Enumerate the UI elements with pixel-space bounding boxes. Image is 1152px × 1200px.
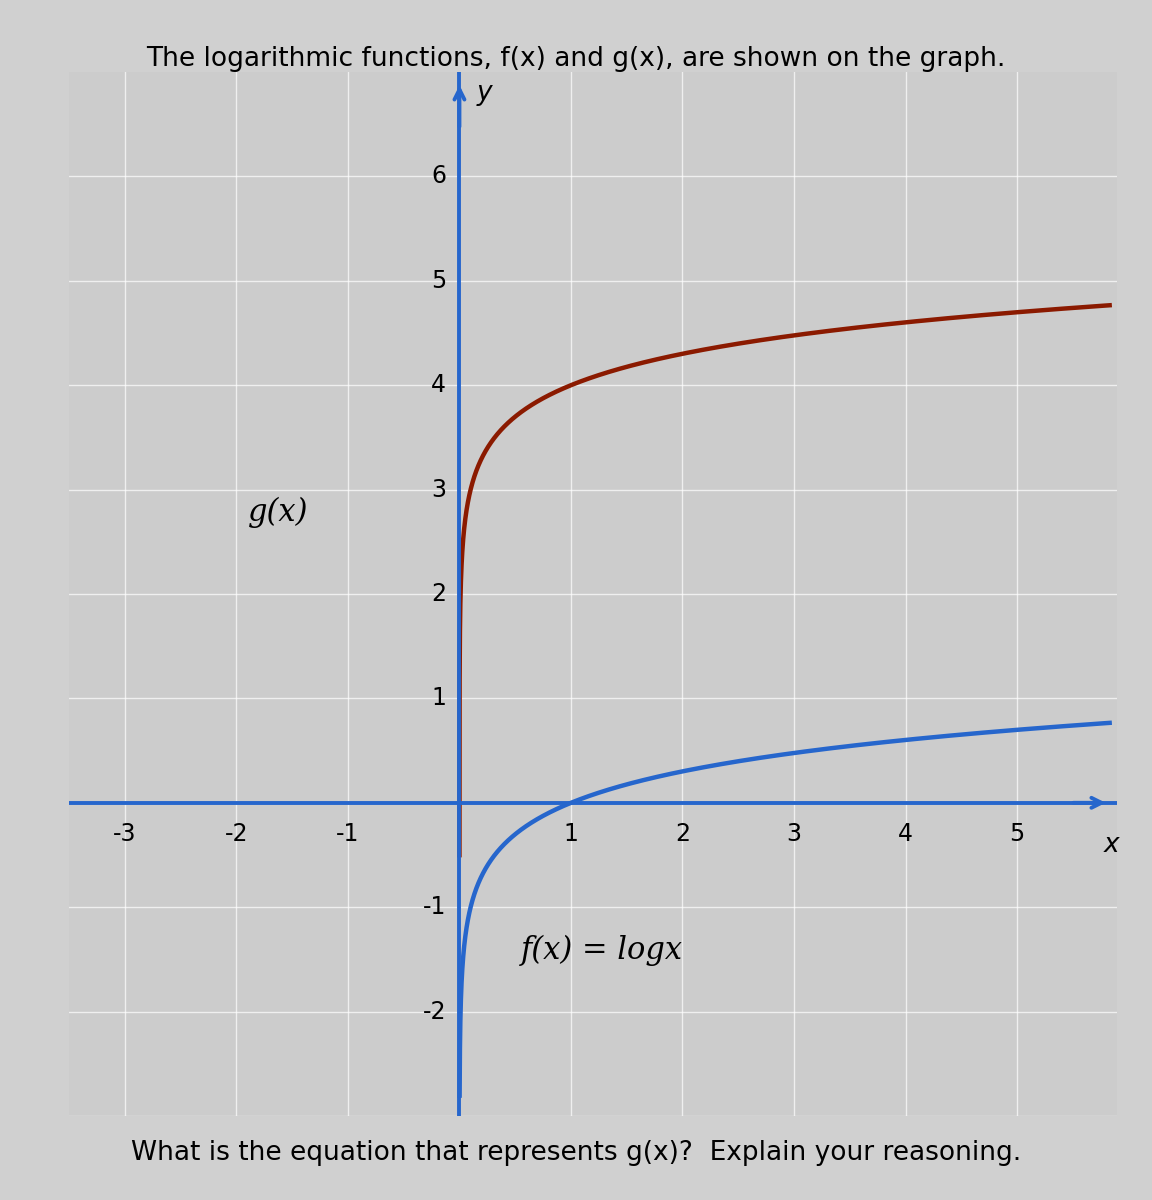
Text: The logarithmic functions, f(x) and g(x), are shown on the graph.: The logarithmic functions, f(x) and g(x)… <box>146 46 1006 72</box>
Text: 2: 2 <box>431 582 446 606</box>
Text: What is the equation that represents g(x)?  Explain your reasoning.: What is the equation that represents g(x… <box>131 1140 1021 1166</box>
Text: 6: 6 <box>431 164 446 188</box>
Text: -2: -2 <box>225 822 248 846</box>
Text: 2: 2 <box>675 822 690 846</box>
Text: -1: -1 <box>336 822 359 846</box>
Text: 3: 3 <box>431 478 446 502</box>
Text: 3: 3 <box>787 822 802 846</box>
Text: 4: 4 <box>431 373 446 397</box>
Text: f(x) = logx: f(x) = logx <box>521 935 683 966</box>
Text: y: y <box>476 80 492 107</box>
Text: -1: -1 <box>423 895 446 919</box>
Text: 4: 4 <box>899 822 914 846</box>
Text: 5: 5 <box>1009 822 1024 846</box>
Text: x: x <box>1104 832 1120 858</box>
Text: g(x): g(x) <box>248 497 308 528</box>
Text: -2: -2 <box>423 1000 446 1024</box>
Text: -3: -3 <box>113 822 137 846</box>
Text: 1: 1 <box>563 822 578 846</box>
Text: 1: 1 <box>431 686 446 710</box>
Text: 5: 5 <box>431 269 446 293</box>
